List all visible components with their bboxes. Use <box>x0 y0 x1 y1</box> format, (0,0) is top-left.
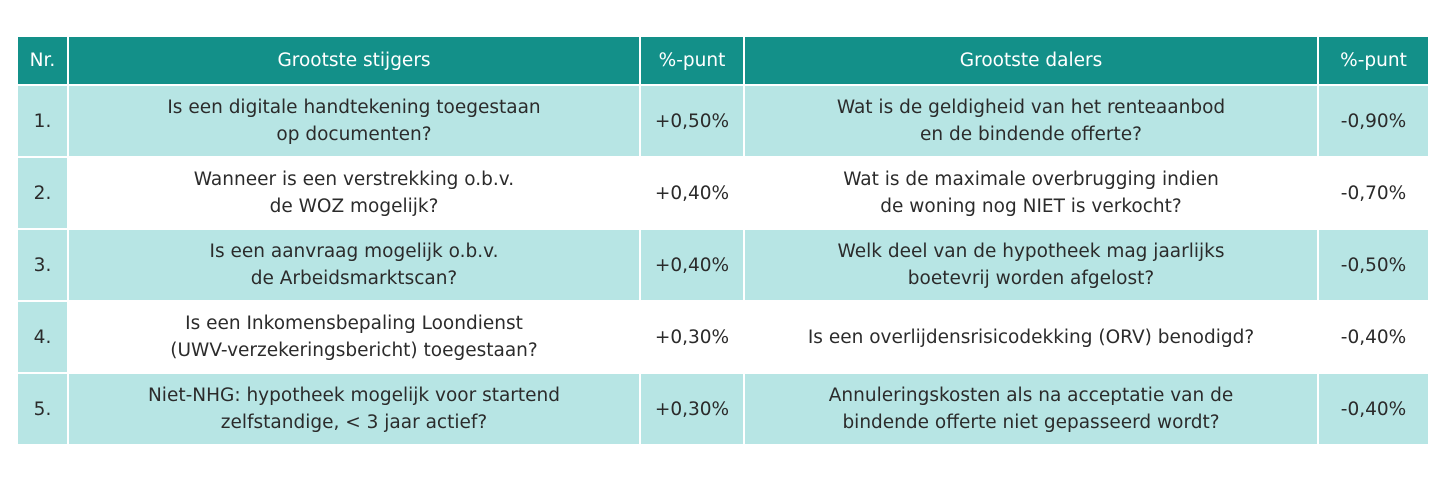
daler-question-line: Welk deel van de hypotheek mag jaarlijks <box>745 238 1317 265</box>
daler-question-line: Annuleringskosten als na acceptatie van … <box>745 382 1317 409</box>
stijger-question: Is een digitale handtekening toegestaan … <box>68 85 640 157</box>
table-row: 5. Niet-NHG: hypotheek mogelijk voor sta… <box>18 373 1428 444</box>
daler-question: Is een overlijdensrisicodekking (ORV) be… <box>744 301 1318 373</box>
daler-question-line: boetevrij worden afgelost? <box>745 265 1317 292</box>
stijger-question: Wanneer is een verstrekking o.b.v. de WO… <box>68 157 640 229</box>
header-percent-punt-dalers: %-punt <box>1318 37 1428 85</box>
header-percent-punt-stijgers: %-punt <box>640 37 744 85</box>
row-number: 4. <box>18 301 68 373</box>
row-number: 1. <box>18 85 68 157</box>
stijger-question: Niet-NHG: hypotheek mogelijk voor starte… <box>68 373 640 444</box>
daler-question-line: Is een overlijdensrisicodekking (ORV) be… <box>745 324 1317 351</box>
stijger-question-line: Niet-NHG: hypotheek mogelijk voor starte… <box>69 382 639 409</box>
stijger-percent: +0,40% <box>640 229 744 301</box>
daler-question: Annuleringskosten als na acceptatie van … <box>744 373 1318 444</box>
stijger-question-line: zelfstandige, < 3 jaar actief? <box>69 409 639 436</box>
table-row: 1. Is een digitale handtekening toegesta… <box>18 85 1428 157</box>
stijger-percent: +0,50% <box>640 85 744 157</box>
row-number: 2. <box>18 157 68 229</box>
daler-percent: -0,70% <box>1318 157 1428 229</box>
ranking-table: Nr. Grootste stijgers %-punt Grootste da… <box>18 37 1428 444</box>
daler-percent: -0,90% <box>1318 85 1428 157</box>
stijger-percent: +0,30% <box>640 301 744 373</box>
stijger-question-line: Is een Inkomensbepaling Loondienst <box>69 310 639 337</box>
header-grootste-stijgers: Grootste stijgers <box>68 37 640 85</box>
daler-question-line: de woning nog NIET is verkocht? <box>745 193 1317 220</box>
stijger-question-line: Wanneer is een verstrekking o.b.v. <box>69 166 639 193</box>
daler-percent: -0,40% <box>1318 373 1428 444</box>
daler-question: Wat is de geldigheid van het renteaanbod… <box>744 85 1318 157</box>
table-row: 2. Wanneer is een verstrekking o.b.v. de… <box>18 157 1428 229</box>
table-row: 3. Is een aanvraag mogelijk o.b.v. de Ar… <box>18 229 1428 301</box>
stijger-question-line: Is een digitale handtekening toegestaan <box>69 94 639 121</box>
daler-percent: -0,40% <box>1318 301 1428 373</box>
daler-question: Wat is de maximale overbrugging indien d… <box>744 157 1318 229</box>
daler-question-line: Wat is de geldigheid van het renteaanbod <box>745 94 1317 121</box>
stijger-question-line: Is een aanvraag mogelijk o.b.v. <box>69 238 639 265</box>
daler-question-line: Wat is de maximale overbrugging indien <box>745 166 1317 193</box>
row-number: 5. <box>18 373 68 444</box>
daler-question-line: bindende offerte niet gepasseerd wordt? <box>745 409 1317 436</box>
header-grootste-dalers: Grootste dalers <box>744 37 1318 85</box>
row-number: 3. <box>18 229 68 301</box>
stijger-question-line: op documenten? <box>69 121 639 148</box>
stijger-question: Is een Inkomensbepaling Loondienst (UWV-… <box>68 301 640 373</box>
header-nr: Nr. <box>18 37 68 85</box>
stijger-question-line: (UWV-verzekeringsbericht) toegestaan? <box>69 337 639 364</box>
stijger-question: Is een aanvraag mogelijk o.b.v. de Arbei… <box>68 229 640 301</box>
table-row: 4. Is een Inkomensbepaling Loondienst (U… <box>18 301 1428 373</box>
daler-question: Welk deel van de hypotheek mag jaarlijks… <box>744 229 1318 301</box>
stijger-question-line: de WOZ mogelijk? <box>69 193 639 220</box>
stijger-question-line: de Arbeidsmarktscan? <box>69 265 639 292</box>
daler-percent: -0,50% <box>1318 229 1428 301</box>
stijger-percent: +0,30% <box>640 373 744 444</box>
header-row: Nr. Grootste stijgers %-punt Grootste da… <box>18 37 1428 85</box>
stijger-percent: +0,40% <box>640 157 744 229</box>
daler-question-line: en de bindende offerte? <box>745 121 1317 148</box>
